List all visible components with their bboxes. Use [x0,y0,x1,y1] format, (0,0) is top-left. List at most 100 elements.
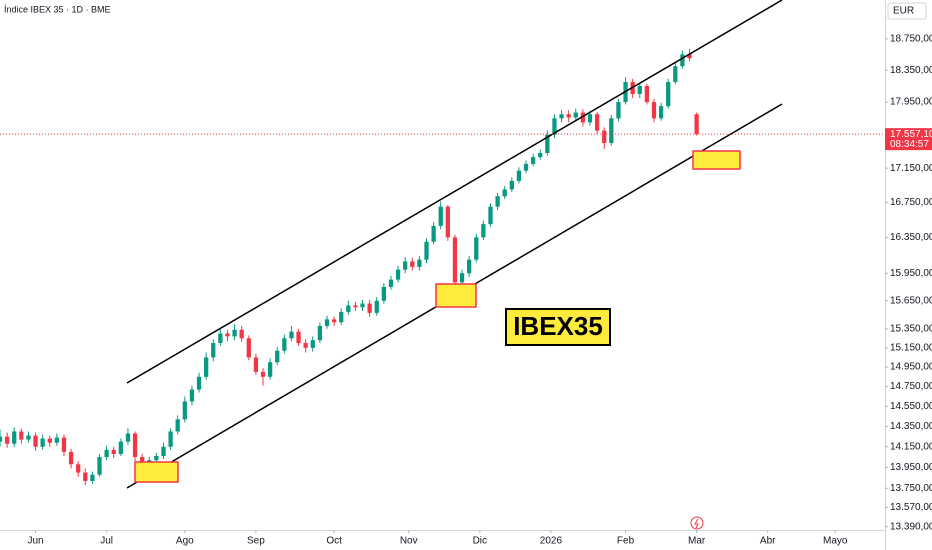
y-tick-label: 18.350,00 [890,65,932,76]
currency: EUR [893,6,914,17]
y-tick-label: 13.570,00 [890,502,932,513]
x-tick-label: Abr [760,536,776,547]
candle-body [204,357,209,377]
candle-body [218,333,223,344]
candle-body [651,102,657,119]
y-tick-label: 13.390,00 [890,521,932,532]
candle-body [417,259,422,267]
candle-body [4,436,10,444]
candle-body [211,343,216,358]
candle-body [196,376,202,390]
event-icon-bolt [694,518,699,529]
candle-body [523,163,529,171]
candle-body [580,112,586,123]
support-box [435,283,477,308]
candle-body [225,333,230,337]
x-tick-label: Jun [27,536,43,547]
candle-body [467,259,472,274]
candle-body [488,206,493,225]
candles [0,48,699,486]
candle-body [12,431,17,444]
currency-box [887,2,927,20]
candle-body [474,237,479,260]
candle-body [346,305,351,312]
candle-body [232,329,237,337]
last-price-label: 17.557,10 [890,129,932,140]
support-box [692,150,741,170]
candle-body [310,340,315,348]
y-tick-label: 14.950,00 [890,362,932,373]
candle-body [83,472,88,481]
candle-body [19,431,24,440]
x-tick-label: Mayo [823,536,848,547]
candle-body [395,269,401,280]
y-tick-label: 14.150,00 [890,441,932,452]
candle-body [303,343,308,348]
y-tick-label: 18.750,00 [890,34,932,45]
candle-body [253,357,259,372]
y-tick-label: 15.650,00 [890,295,932,306]
y-tick-label: 15.150,00 [890,342,932,353]
x-tick-label: Nov [400,536,418,547]
candle-body [410,261,415,267]
y-tick-label: 17.950,00 [890,97,932,108]
candle-body [68,451,74,465]
candle-body [239,329,244,339]
candle-body [161,446,166,457]
candle-body [545,134,550,154]
annotation-box [505,308,611,346]
x-tick-label: Feb [617,536,635,547]
candle-body [0,436,3,442]
candle-body [516,170,522,181]
channel-upper [126,0,783,384]
candle-body [459,273,465,283]
candle-body [687,54,692,59]
candle-body [331,319,337,323]
candle-body [132,433,138,458]
candle-body [54,437,59,443]
candle-body [531,157,536,164]
candle-body [76,464,81,473]
candle-body [324,319,330,326]
event-icon[interactable] [690,516,704,530]
candle-body [587,114,593,123]
candle-body [182,401,187,420]
candle-body [594,114,600,131]
candle-body [360,303,365,308]
candle-body [616,102,621,119]
candle-body [168,431,173,447]
candle-body [559,114,564,119]
candle-body [189,389,195,402]
candle-body [381,286,386,301]
y-tick-label: 16.750,00 [890,197,932,208]
annotation: IBEX35 [513,311,603,341]
y-tick-label: 14.550,00 [890,401,932,412]
candle-body [502,189,507,197]
candle-body [317,325,323,341]
candle-body [552,118,557,135]
x-tick-label: Jul [100,536,113,547]
candle-body [424,241,429,260]
candle-body [673,66,678,83]
x-tick-label: 2026 [540,536,563,547]
candle-body [509,180,514,190]
candle-body [97,457,102,475]
x-tick-label: Ago [176,536,194,547]
candle-body [637,86,642,95]
y-tick-label: 17.150,00 [890,163,932,174]
candle-body [602,130,607,144]
candle-body [388,279,394,287]
candle-body [538,153,543,158]
x-tick-label: Mar [688,536,706,547]
y-tick-label: 13.950,00 [890,462,932,473]
candle-body [61,437,67,452]
candle-body [694,114,699,135]
candle-body [111,449,116,454]
support-box [134,461,179,483]
candle-body [33,435,38,447]
candle-body [658,106,664,119]
candle-body [246,338,251,358]
candle-body [403,261,408,270]
candle-body [47,438,52,443]
